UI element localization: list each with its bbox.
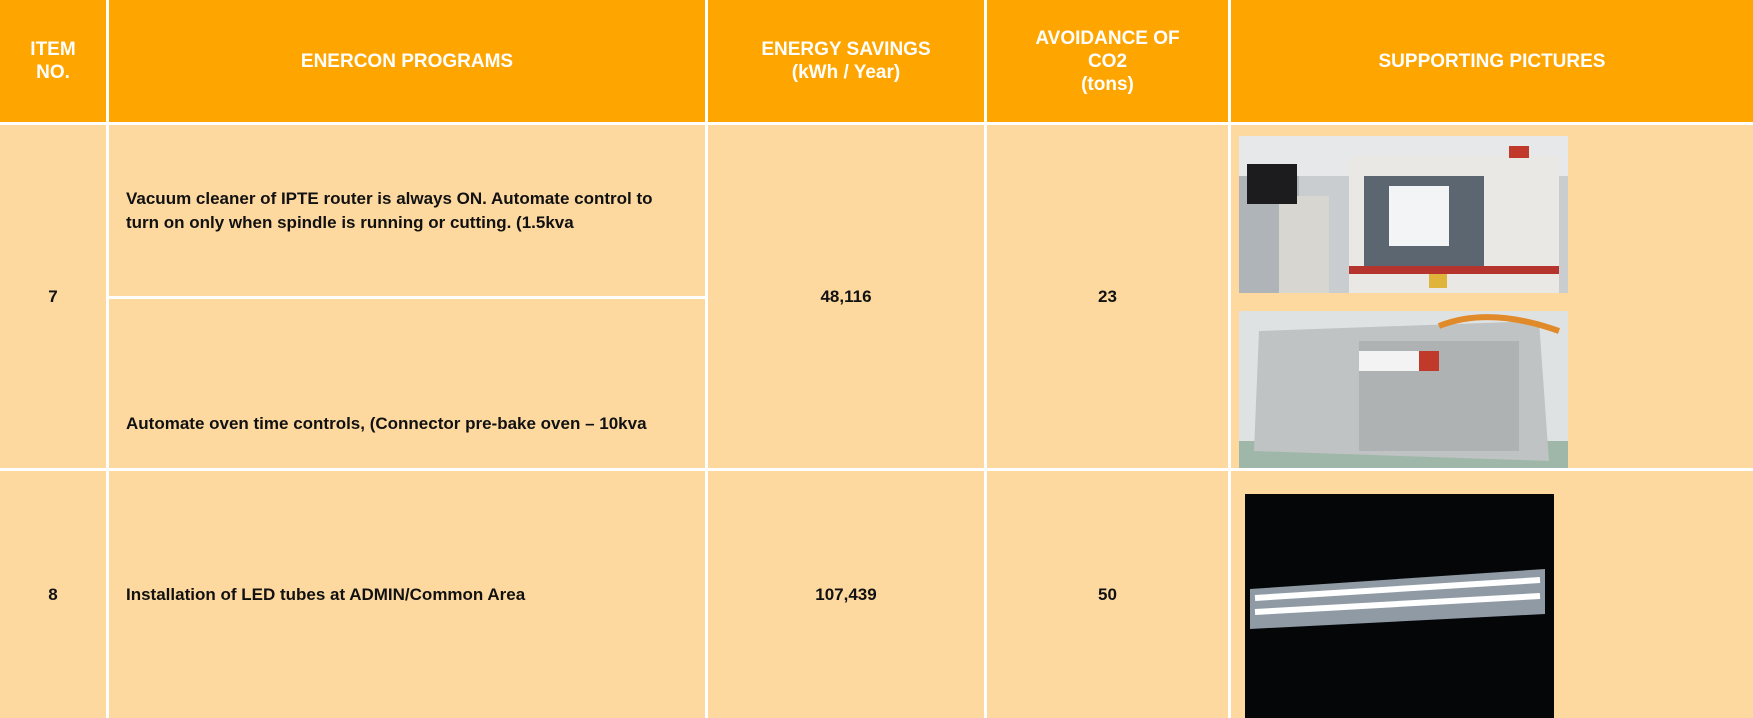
item-cell: 8 — [0, 471, 106, 718]
item-cell: 7 — [0, 125, 106, 468]
photo-led — [1245, 494, 1554, 718]
energy-cell: 107,439 — [708, 471, 984, 718]
energy-cell: 48,116 — [708, 125, 984, 468]
program-cell: Automate oven time controls, (Connector … — [109, 299, 705, 468]
photo-router — [1239, 136, 1568, 293]
header-cell: AVOIDANCE OF CO2 (tons) — [987, 0, 1228, 122]
co2-cell: 23 — [987, 125, 1228, 468]
photo-oven — [1239, 311, 1568, 468]
co2-cell: 50 — [987, 471, 1228, 718]
header-cell: ITEM NO. — [0, 0, 106, 122]
header-cell: SUPPORTING PICTURES — [1231, 0, 1753, 122]
header-cell: ENERCON PROGRAMS — [109, 0, 705, 122]
header-cell: ENERGY SAVINGS (kWh / Year) — [708, 0, 984, 122]
program-cell: Installation of LED tubes at ADMIN/Commo… — [109, 471, 705, 718]
program-cell: Vacuum cleaner of IPTE router is always … — [109, 125, 705, 296]
